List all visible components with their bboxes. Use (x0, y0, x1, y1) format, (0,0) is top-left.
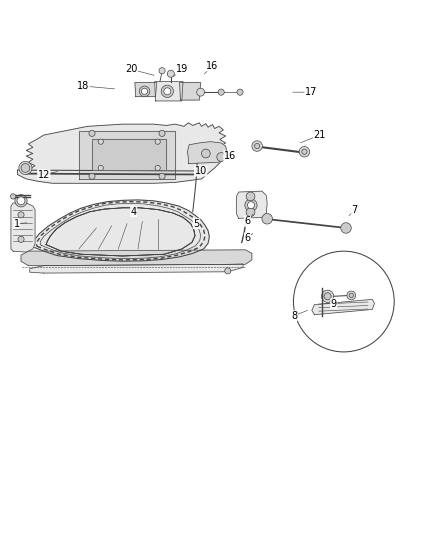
Circle shape (341, 223, 351, 233)
Polygon shape (135, 83, 157, 96)
Circle shape (246, 192, 255, 201)
Circle shape (141, 88, 148, 94)
Circle shape (321, 290, 334, 302)
Text: 17: 17 (305, 87, 317, 97)
Text: 6: 6 (244, 216, 251, 227)
Circle shape (218, 89, 224, 95)
Circle shape (324, 293, 331, 300)
Text: 21: 21 (314, 130, 326, 140)
Circle shape (217, 152, 226, 161)
Text: 8: 8 (291, 311, 297, 320)
Polygon shape (237, 191, 267, 219)
Circle shape (237, 89, 243, 95)
Circle shape (246, 208, 255, 216)
Polygon shape (18, 123, 226, 183)
Circle shape (11, 194, 16, 199)
Text: 18: 18 (77, 81, 89, 91)
Circle shape (89, 130, 95, 136)
Circle shape (299, 147, 310, 157)
Circle shape (164, 88, 171, 95)
Circle shape (98, 165, 103, 171)
Circle shape (197, 88, 205, 96)
Polygon shape (312, 300, 374, 314)
Circle shape (159, 130, 165, 136)
Text: 1: 1 (14, 219, 20, 229)
Circle shape (21, 164, 30, 172)
Text: 5: 5 (193, 219, 199, 229)
Circle shape (201, 149, 210, 158)
Circle shape (302, 149, 307, 155)
Circle shape (98, 139, 103, 144)
Text: 12: 12 (38, 169, 50, 180)
Text: 6: 6 (244, 233, 251, 243)
Text: 16: 16 (224, 151, 236, 161)
Polygon shape (11, 203, 35, 252)
Circle shape (15, 195, 27, 207)
Circle shape (89, 173, 95, 179)
Polygon shape (187, 142, 227, 164)
Circle shape (139, 86, 150, 96)
Text: 16: 16 (206, 61, 219, 71)
Circle shape (247, 201, 254, 209)
Circle shape (155, 165, 160, 171)
Circle shape (225, 268, 231, 274)
Text: 20: 20 (125, 64, 138, 75)
Text: 19: 19 (176, 64, 188, 75)
Circle shape (18, 212, 24, 218)
Text: 7: 7 (352, 205, 358, 215)
Circle shape (18, 236, 24, 243)
Text: 10: 10 (194, 166, 207, 176)
Text: 4: 4 (131, 207, 137, 217)
Polygon shape (180, 83, 201, 100)
Circle shape (167, 70, 174, 77)
Circle shape (19, 161, 32, 174)
Polygon shape (92, 140, 166, 170)
Circle shape (349, 293, 353, 297)
Text: 9: 9 (331, 298, 337, 309)
Circle shape (17, 197, 25, 205)
Circle shape (159, 173, 165, 179)
Circle shape (161, 85, 173, 98)
Circle shape (262, 214, 272, 224)
Polygon shape (79, 131, 175, 179)
Circle shape (159, 68, 165, 74)
Polygon shape (21, 250, 252, 265)
Polygon shape (30, 264, 243, 273)
Circle shape (155, 139, 160, 144)
Polygon shape (155, 82, 183, 101)
Polygon shape (33, 200, 209, 261)
Circle shape (254, 143, 260, 149)
Circle shape (347, 291, 356, 300)
Circle shape (252, 141, 262, 151)
Circle shape (245, 199, 257, 211)
Circle shape (293, 251, 394, 352)
